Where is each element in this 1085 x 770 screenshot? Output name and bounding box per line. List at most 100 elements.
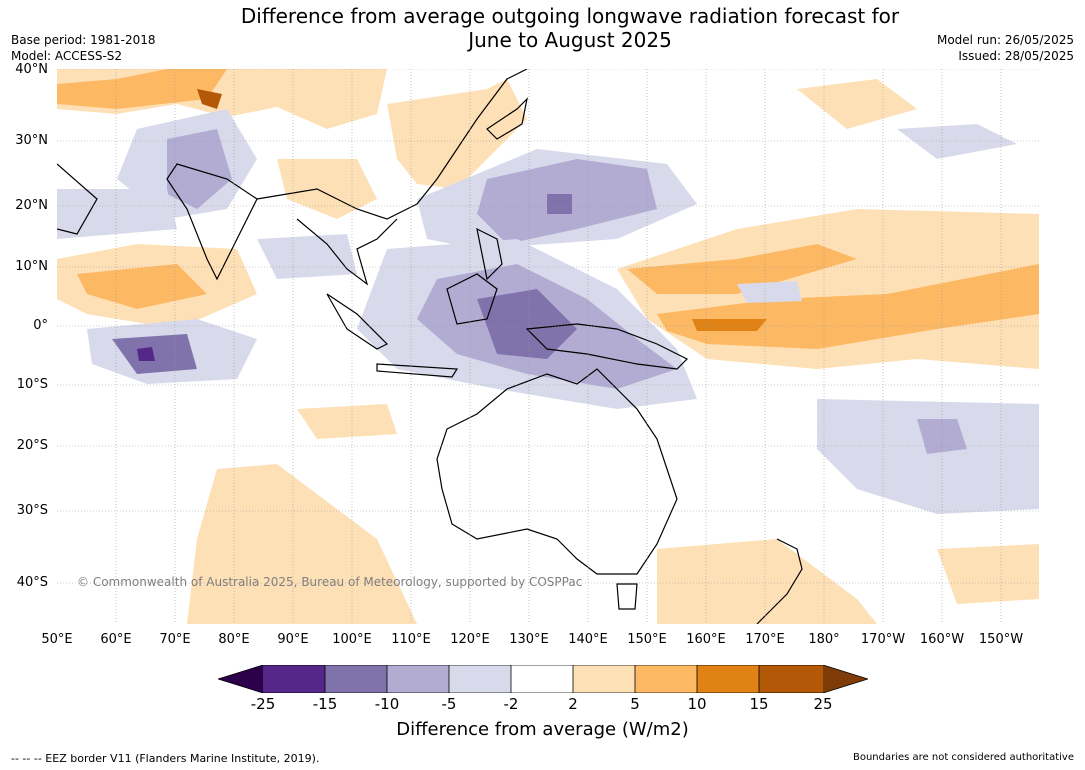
coastline-japan: [486, 97, 528, 140]
colorbar-bin: [387, 665, 449, 693]
colorbar-bin: [511, 665, 573, 693]
anomaly-region-positive: [692, 319, 767, 331]
lon-label: 160°E: [686, 632, 726, 647]
coastline-new-guinea: [525, 323, 689, 370]
lon-label: 180°: [808, 632, 840, 647]
anomaly-shading: [57, 69, 1039, 624]
lon-label: 80°E: [218, 632, 250, 647]
colorbar-bin: [573, 665, 635, 693]
anomaly-region-negative: [112, 334, 197, 374]
coastlines: [57, 69, 803, 624]
anomaly-region-positive: [387, 79, 527, 189]
lat-label: 30°S: [16, 503, 48, 518]
anomaly-region-negative: [817, 399, 1039, 514]
coastline-australia: [436, 368, 678, 575]
lon-label: 60°E: [100, 632, 132, 647]
lat-label: 40°N: [15, 62, 48, 77]
colorbar: [218, 665, 868, 693]
lon-label: 50°E: [41, 632, 73, 647]
coastline-india: [166, 163, 258, 281]
lat-label: 20°N: [15, 198, 48, 213]
coastline-indochina: [296, 218, 398, 286]
colorbar-tick-label: 2: [568, 695, 578, 713]
colorbar-bin: [697, 665, 759, 693]
colorbar-tick-label: 10: [687, 695, 707, 713]
colorbar-tick-label: -10: [374, 695, 400, 713]
anomaly-region-positive: [187, 464, 417, 624]
anomaly-region-negative: [137, 347, 155, 361]
copyright-notice: © Commonwealth of Australia 2025, Bureau…: [77, 575, 583, 589]
coastline-philippines: [476, 227, 503, 281]
lon-label: 170°W: [860, 632, 906, 647]
lat-label: 30°N: [15, 133, 48, 148]
lon-label: 170°E: [745, 632, 785, 647]
anomaly-region-positive: [627, 244, 857, 294]
map-title: Difference from average outgoing longwav…: [170, 4, 970, 52]
lon-label: 150°E: [627, 632, 667, 647]
issued-date: Issued: 28/05/2025: [958, 49, 1074, 63]
meta-left: Base period: 1981-2018 Model: ACCESS-S2: [11, 32, 156, 64]
lon-label: 70°E: [159, 632, 191, 647]
lon-label: 90°E: [277, 632, 309, 647]
coastline-sumatra: [326, 293, 389, 350]
coastline-east-asia: [256, 69, 528, 220]
anomaly-region-negative: [477, 289, 577, 359]
lat-label: 10°N: [15, 259, 48, 274]
map-svg: [57, 69, 1039, 624]
anomaly-region-negative: [167, 129, 232, 209]
map-panel: [57, 69, 1039, 624]
colorbar-tick-label: 15: [749, 695, 769, 713]
title-line-1: Difference from average outgoing longwav…: [240, 4, 900, 28]
anomaly-region-positive: [937, 544, 1039, 604]
anomaly-region-positive: [197, 89, 222, 109]
anomaly-region-positive: [277, 159, 377, 219]
colorbar-bin: [325, 665, 387, 693]
lon-label: 100°E: [332, 632, 372, 647]
colorbar-tick-label: -25: [250, 695, 276, 713]
anomaly-region-positive: [797, 79, 917, 129]
anomaly-region-positive: [77, 264, 207, 309]
colorbar-bin: [759, 665, 823, 693]
lon-label: 140°E: [568, 632, 608, 647]
colorbar-bin: [449, 665, 511, 693]
colorbar-extend-min: [218, 665, 263, 693]
coastline-arabia: [57, 163, 98, 235]
coastline-borneo: [446, 273, 498, 325]
colorbar-tick-label: -15: [312, 695, 338, 713]
coastline-tasmania: [616, 583, 638, 610]
eez-note: -- -- -- EEZ border V11 (Flanders Marine…: [11, 752, 320, 765]
anomaly-region-negative: [917, 419, 967, 454]
gridlines: [57, 69, 1039, 624]
lat-label: 40°S: [16, 575, 48, 590]
anomaly-region-positive: [297, 404, 397, 439]
anomaly-region-negative: [737, 281, 802, 303]
lat-label: 0°: [33, 318, 48, 333]
lon-label: 110°E: [391, 632, 431, 647]
anomaly-region-negative: [57, 189, 177, 239]
coastline-java: [376, 363, 459, 378]
coastline-new-zealand: [756, 538, 803, 624]
lat-label: 20°S: [16, 438, 48, 453]
lon-label: 160°W: [919, 632, 965, 647]
model-name: Model: ACCESS-S2: [11, 49, 123, 63]
colorbar-tick-label: -5: [441, 695, 457, 713]
colorbar-tick-label: 25: [813, 695, 833, 713]
anomaly-region-negative: [257, 234, 357, 279]
meta-right: Model run: 26/05/2025 Issued: 28/05/2025: [937, 32, 1074, 64]
anomaly-region-negative: [547, 194, 572, 214]
colorbar-extend-max: [823, 665, 868, 693]
lat-label: 10°S: [16, 377, 48, 392]
colorbar-tick-label: 5: [630, 695, 640, 713]
base-period: Base period: 1981-2018: [11, 33, 156, 47]
anomaly-region-positive: [657, 539, 877, 624]
lon-label: 130°E: [509, 632, 549, 647]
colorbar-bin: [263, 665, 325, 693]
lon-label: 120°E: [450, 632, 490, 647]
lon-label: 150°W: [978, 632, 1024, 647]
colorbar-tick-label: -2: [503, 695, 519, 713]
anomaly-region-positive: [57, 69, 227, 109]
model-run: Model run: 26/05/2025: [936, 33, 1074, 47]
boundary-disclaimer: Boundaries are not considered authoritat…: [852, 752, 1074, 763]
colorbar-bin: [635, 665, 697, 693]
colorbar-title: Difference from average (W/m2): [396, 719, 689, 740]
